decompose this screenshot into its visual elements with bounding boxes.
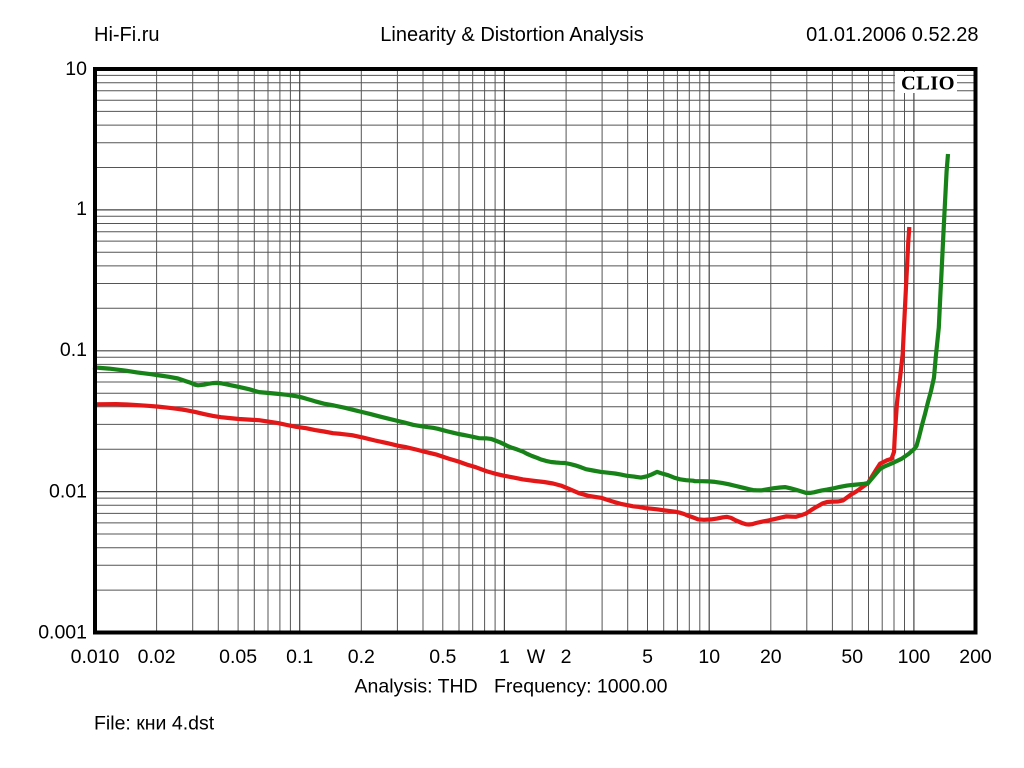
svg-text:200: 200 (959, 646, 992, 668)
svg-text:20: 20 (760, 646, 782, 668)
svg-text:10: 10 (65, 58, 87, 80)
svg-text:0.01: 0.01 (49, 481, 87, 503)
svg-text:W: W (527, 646, 546, 668)
svg-text:CLIO: CLIO (901, 73, 955, 95)
svg-text:2: 2 (561, 646, 572, 668)
svg-text:0.010: 0.010 (71, 646, 120, 668)
svg-text:1: 1 (499, 646, 510, 668)
svg-text:0.02: 0.02 (138, 646, 176, 668)
svg-text:File: кни 4.dst: File: кни 4.dst (94, 713, 215, 735)
svg-text:0.05: 0.05 (219, 646, 257, 668)
svg-text:0.001: 0.001 (38, 622, 87, 644)
svg-text:0.1: 0.1 (60, 339, 87, 361)
svg-text:0.2: 0.2 (348, 646, 375, 668)
svg-text:1: 1 (76, 198, 87, 220)
svg-text:Hi-Fi.ru: Hi-Fi.ru (94, 24, 160, 46)
svg-text:Analysis: THD Frequency: 100: Analysis: THD Frequency: 1000.00 (355, 676, 668, 698)
svg-text:100: 100 (898, 646, 931, 668)
svg-text:01.01.2006 0.52.28: 01.01.2006 0.52.28 (806, 24, 978, 46)
svg-text:10: 10 (698, 646, 720, 668)
svg-text:Linearity & Distortion Analysi: Linearity & Distortion Analysis (380, 24, 643, 46)
svg-text:0.5: 0.5 (429, 646, 456, 668)
svg-text:0.1: 0.1 (286, 646, 313, 668)
svg-text:50: 50 (841, 646, 863, 668)
svg-text:5: 5 (642, 646, 653, 668)
